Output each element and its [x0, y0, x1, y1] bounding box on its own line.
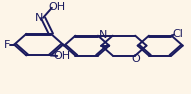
Text: O: O [132, 54, 141, 64]
Text: N: N [35, 13, 43, 23]
Text: OH: OH [49, 2, 66, 12]
Text: F: F [3, 40, 10, 50]
Text: Cl: Cl [172, 29, 183, 39]
Text: N: N [99, 30, 107, 40]
Text: OH: OH [53, 51, 70, 61]
